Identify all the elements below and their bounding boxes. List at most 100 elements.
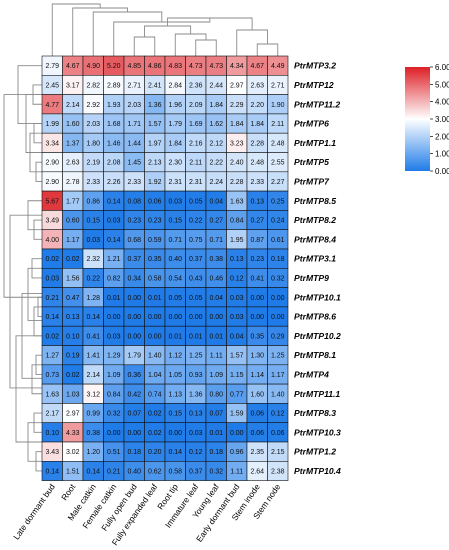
cell-value-label: 0.00 bbox=[107, 430, 121, 437]
cell-value-label: 1.17 bbox=[271, 372, 285, 379]
cell-value-label: 0.02 bbox=[66, 372, 80, 379]
row-label: PtrMTP1.2 bbox=[294, 447, 336, 457]
cell-value-label: 2.36 bbox=[189, 82, 203, 89]
cell-value-label: 0.06 bbox=[250, 430, 264, 437]
legend-color-bar bbox=[405, 67, 430, 171]
cell-value-label: 0.20 bbox=[148, 449, 162, 456]
cell-value-label: 0.00 bbox=[168, 314, 182, 321]
cell-value-label: 0.03 bbox=[230, 314, 244, 321]
cell-value-label: 1.84 bbox=[250, 121, 264, 128]
cell-value-label: 0.32 bbox=[271, 275, 285, 282]
cell-value-label: 0.00 bbox=[271, 295, 285, 302]
cell-value-label: 0.61 bbox=[271, 237, 285, 244]
cell-value-label: 2.38 bbox=[271, 468, 285, 475]
cell-value-label: 0.34 bbox=[127, 275, 141, 282]
column-dendrogram-branch bbox=[92, 11, 163, 56]
cell-value-label: 0.14 bbox=[86, 314, 100, 321]
cell-value-label: 1.95 bbox=[230, 237, 244, 244]
cell-value-label: 0.68 bbox=[127, 237, 141, 244]
legend-tick-label: 1.00 bbox=[435, 150, 449, 159]
cell-value-label: 0.43 bbox=[189, 275, 203, 282]
cell-value-label: 2.45 bbox=[45, 82, 59, 89]
cell-value-label: 0.01 bbox=[168, 333, 182, 340]
cell-value-label: 0.37 bbox=[189, 256, 203, 263]
cell-value-label: 4.33 bbox=[66, 430, 80, 437]
row-label: PtrMTP10.3 bbox=[294, 427, 341, 437]
cell-value-label: 0.41 bbox=[250, 275, 264, 282]
cell-value-label: 0.02 bbox=[148, 430, 162, 437]
cell-value-label: 4.83 bbox=[168, 63, 182, 70]
legend-tick-label: 5.00 bbox=[435, 80, 449, 89]
cell-value-label: 1.79 bbox=[127, 353, 141, 360]
cell-value-label: 0.37 bbox=[127, 256, 141, 263]
cell-value-label: 1.28 bbox=[86, 295, 100, 302]
row-label: PtrMTP11.1 bbox=[294, 389, 340, 399]
cell-value-label: 0.35 bbox=[250, 333, 264, 340]
cell-value-label: 0.00 bbox=[127, 333, 141, 340]
cell-value-label: 0.84 bbox=[107, 391, 121, 398]
cell-value-label: 1.03 bbox=[66, 391, 80, 398]
cell-value-label: 2.20 bbox=[250, 102, 264, 109]
color-legend: 0.00 1.00 2.00 3.00 4.00 5.00 6.00 bbox=[405, 63, 449, 176]
cell-value-label: 0.51 bbox=[107, 449, 121, 456]
cell-value-label: 0.00 bbox=[250, 295, 264, 302]
cell-value-label: 1.14 bbox=[250, 372, 264, 379]
cell-value-label: 3.02 bbox=[66, 449, 80, 456]
row-dendrogram-branch bbox=[15, 335, 42, 443]
cell-value-label: 0.03 bbox=[189, 430, 203, 437]
cell-value-label: 1.29 bbox=[107, 353, 121, 360]
cell-value-label: 2.63 bbox=[250, 82, 264, 89]
cell-value-label: 1.40 bbox=[148, 353, 162, 360]
cell-value-label: 1.05 bbox=[168, 372, 182, 379]
cell-value-label: 4.00 bbox=[45, 237, 59, 244]
cell-value-label: 1.41 bbox=[86, 353, 100, 360]
cell-value-label: 2.33 bbox=[86, 179, 100, 186]
cell-value-label: 0.00 bbox=[250, 314, 264, 321]
cell-value-label: 0.80 bbox=[209, 391, 223, 398]
cell-value-label: 2.11 bbox=[271, 121, 284, 128]
cell-value-label: 0.00 bbox=[209, 314, 223, 321]
cell-value-label: 0.08 bbox=[127, 198, 141, 205]
row-label: PtrMTP9 bbox=[294, 273, 329, 283]
row-label: PtrMTP6 bbox=[294, 119, 329, 129]
cell-value-label: 0.02 bbox=[45, 333, 59, 340]
cell-value-label: 1.13 bbox=[168, 391, 182, 398]
cell-value-label: 0.60 bbox=[66, 218, 80, 225]
column-dendrogram-branch bbox=[236, 29, 268, 56]
cell-value-label: 1.11 bbox=[210, 353, 223, 360]
row-label: PtrMTP8.4 bbox=[294, 234, 336, 244]
cell-value-label: 0.14 bbox=[86, 468, 100, 475]
cell-value-label: 0.00 bbox=[230, 430, 244, 437]
row-dendrogram-branch bbox=[27, 267, 42, 321]
cell-value-label: 0.24 bbox=[271, 218, 285, 225]
cell-value-label: 2.48 bbox=[250, 160, 264, 167]
row-dendrogram-branch bbox=[31, 364, 42, 395]
cell-value-label: 0.02 bbox=[148, 411, 162, 418]
legend-tick-label: 6.00 bbox=[435, 63, 449, 72]
cell-value-label: 0.02 bbox=[66, 256, 80, 263]
row-dendrogram-branch bbox=[9, 214, 42, 389]
row-label: PtrMTP8.6 bbox=[294, 312, 336, 322]
cell-value-label: 0.59 bbox=[148, 237, 162, 244]
cell-value-label: 0.00 bbox=[189, 314, 203, 321]
cell-value-label: 0.00 bbox=[127, 430, 141, 437]
cell-value-label: 0.75 bbox=[189, 237, 203, 244]
row-label: PtrMTP4 bbox=[294, 369, 329, 379]
cell-value-label: 2.31 bbox=[168, 179, 182, 186]
cell-value-label: 5.20 bbox=[107, 63, 121, 70]
legend-ticks: 0.00 1.00 2.00 3.00 4.00 5.00 6.00 bbox=[430, 63, 449, 176]
cell-value-label: 1.62 bbox=[209, 121, 223, 128]
cell-value-label: 2.32 bbox=[86, 256, 100, 263]
column-dendrogram-branch bbox=[144, 25, 192, 37]
cell-value-label: 2.08 bbox=[107, 160, 121, 167]
cell-value-label: 3.17 bbox=[66, 82, 80, 89]
cell-value-label: 0.13 bbox=[250, 198, 264, 205]
row-label: PtrMTP5 bbox=[294, 157, 329, 167]
cell-value-label: 4.90 bbox=[86, 63, 100, 70]
cell-value-label: 2.30 bbox=[168, 160, 182, 167]
cell-value-label: 0.15 bbox=[86, 218, 100, 225]
cell-value-label: 2.84 bbox=[168, 82, 182, 89]
column-dendrogram-branch bbox=[174, 33, 207, 56]
